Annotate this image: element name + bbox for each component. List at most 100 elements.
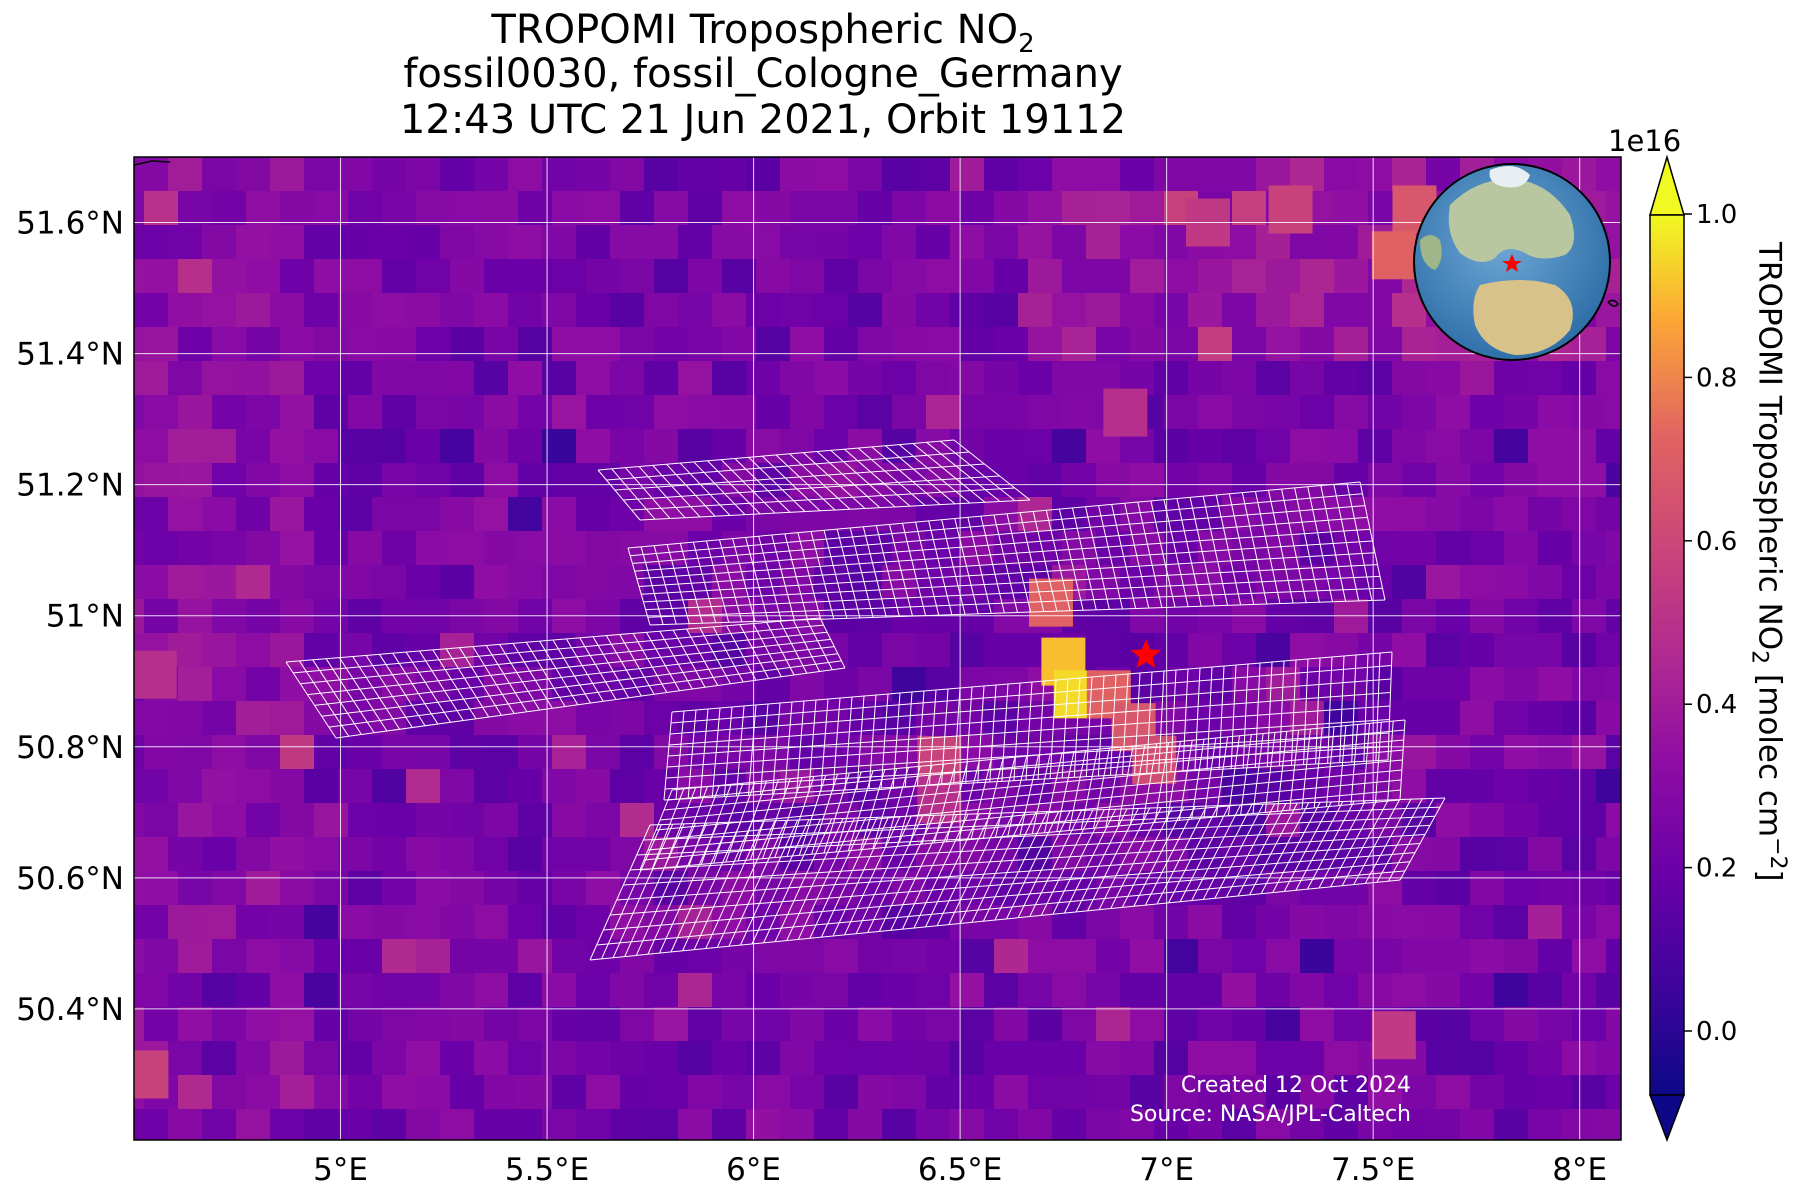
no2-pixel xyxy=(134,837,169,872)
no2-pixel xyxy=(270,225,305,260)
no2-pixel xyxy=(134,293,135,328)
no2-pixel xyxy=(440,497,475,532)
no2-pixel xyxy=(1300,327,1335,362)
no2-pixel xyxy=(202,497,237,532)
no2-pixel xyxy=(1504,803,1539,838)
no2-pixel xyxy=(668,157,703,158)
no2-pixel xyxy=(1300,395,1335,430)
no2-pixel xyxy=(338,769,373,804)
no2-pixel xyxy=(1164,667,1199,702)
swath-line xyxy=(766,622,795,676)
swath-line xyxy=(667,729,1405,801)
no2-pixel xyxy=(270,769,305,804)
swath-line xyxy=(712,626,744,683)
no2-pixel xyxy=(1188,769,1223,804)
no2-pixel xyxy=(202,973,237,1008)
no2-pixel xyxy=(416,1143,451,1178)
no2-pixel xyxy=(1096,1007,1131,1042)
no2-pixel xyxy=(450,667,485,702)
swath-line xyxy=(352,656,401,730)
no2-pixel xyxy=(644,157,679,192)
no2-pixel xyxy=(984,225,1019,260)
no2-pixel xyxy=(314,667,349,702)
no2-pixel xyxy=(246,599,281,634)
no2-pixel xyxy=(246,1143,281,1178)
no2-pixel xyxy=(688,1143,723,1178)
no2-pixel xyxy=(1334,259,1369,294)
no2-pixel xyxy=(348,395,383,430)
no2-pixel xyxy=(1504,667,1539,702)
no2-pixel xyxy=(790,599,825,634)
no2-pixel xyxy=(1188,633,1223,668)
no2-pixel xyxy=(542,1041,577,1076)
no2-pixel xyxy=(722,327,757,362)
no2-pixel xyxy=(780,225,815,260)
no2-pixel xyxy=(450,1075,485,1110)
no2-pixel xyxy=(338,905,373,940)
no2-pixel xyxy=(1256,973,1291,1008)
swath-line xyxy=(285,617,821,663)
swath-line xyxy=(634,516,1368,572)
swath-line xyxy=(668,692,1391,746)
no2-pixel xyxy=(1436,1143,1471,1178)
no2-pixel xyxy=(212,803,247,838)
no2-pixel xyxy=(552,1075,587,1110)
no2-pixel xyxy=(280,259,315,294)
no2-pixel xyxy=(348,191,383,226)
no2-pixel xyxy=(382,395,417,430)
no2-pixel xyxy=(168,157,203,192)
no2-pixel xyxy=(518,463,553,498)
no2-pixel xyxy=(1460,361,1495,396)
no2-pixel xyxy=(178,1075,213,1110)
no2-pixel xyxy=(838,157,873,158)
no2-pixel xyxy=(1494,1177,1529,1188)
no2-pixel xyxy=(202,361,237,396)
no2-pixel xyxy=(178,735,213,770)
no2-pixel xyxy=(1018,1041,1053,1076)
no2-pixel xyxy=(1426,429,1461,464)
title-line-3: 12:43 UTC 21 Jun 2021, Orbit 19112 xyxy=(399,97,1127,143)
no2-pixel xyxy=(1052,905,1087,940)
no2-pixel xyxy=(236,565,271,600)
no2-pixel xyxy=(1596,633,1621,668)
swath-line xyxy=(1029,810,1083,917)
title-line-2: fossil0030, fossil_Cologne_Germany xyxy=(403,51,1123,97)
colorbar-title: TROPOMI Tropospheric NO2 [molec cm−2] xyxy=(1746,242,1790,882)
no2-pixel xyxy=(314,803,349,838)
no2-pixel xyxy=(508,973,543,1008)
no2-pixel xyxy=(1460,769,1495,804)
swath-line xyxy=(565,638,604,702)
no2-pixel xyxy=(484,327,519,362)
no2-pixel xyxy=(382,259,417,294)
no2-pixel xyxy=(518,1007,553,1042)
no2-pixel xyxy=(994,939,1029,974)
no2-pixel xyxy=(484,395,519,430)
no2-pixel xyxy=(246,735,281,770)
no2-pixel xyxy=(348,327,383,362)
no2-pixel xyxy=(688,939,723,974)
no2-pixel xyxy=(790,463,825,498)
swath-line xyxy=(638,466,686,519)
no2-pixel xyxy=(1596,701,1621,736)
no2-pixel xyxy=(178,395,213,430)
no2-pixel xyxy=(1358,157,1393,192)
no2-pixel xyxy=(1368,599,1403,634)
no2-pixel xyxy=(1368,871,1403,906)
no2-pixel xyxy=(416,939,451,974)
no2-pixel xyxy=(314,259,349,294)
no2-pixel xyxy=(552,327,587,362)
no2-pixel xyxy=(202,1177,237,1188)
no2-pixel xyxy=(712,225,747,260)
no2-pixel xyxy=(372,905,407,940)
no2-pixel xyxy=(416,463,451,498)
no2-pixel xyxy=(518,395,553,430)
no2-pixel xyxy=(280,1075,315,1110)
no2-pixel xyxy=(270,565,305,600)
no2-pixel xyxy=(518,735,553,770)
no2-pixel xyxy=(1460,837,1495,872)
no2-pixel xyxy=(1198,1007,1233,1042)
no2-pixel xyxy=(1426,1109,1461,1140)
no2-pixel xyxy=(270,1109,305,1140)
no2-pixel xyxy=(610,157,645,192)
no2-pixel xyxy=(484,871,519,906)
